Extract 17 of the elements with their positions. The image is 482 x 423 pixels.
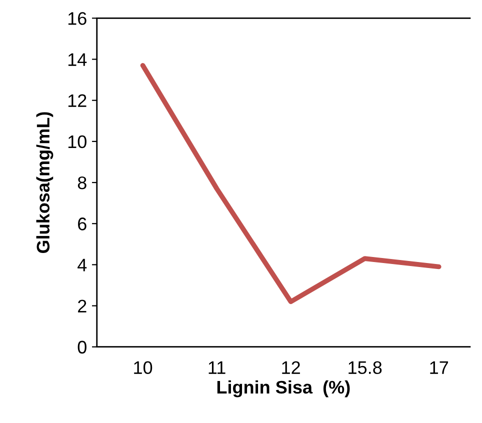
- y-tick-label: 2: [78, 300, 86, 312]
- y-axis-title: Glukosa(mg/mL): [36, 112, 54, 254]
- y-tick-label: 12: [68, 94, 86, 107]
- line-series: [140, 63, 442, 304]
- y-tick-label: 4: [78, 258, 87, 272]
- y-tick-label: 14: [68, 53, 87, 66]
- y-tick-label: 16: [68, 12, 86, 25]
- x-tick-label: 12: [282, 361, 300, 374]
- x-axis-title: Lignin Sisa (%): [217, 380, 350, 398]
- x-tick-label: 17: [430, 361, 448, 374]
- y-tick-label: 10: [68, 135, 86, 148]
- y-tick-label: 8: [78, 176, 86, 190]
- x-tick-label: 15.8: [348, 361, 382, 374]
- y-tick-label: 6: [78, 218, 86, 230]
- x-tick-label: 11: [208, 361, 226, 374]
- x-tick-label: 10: [134, 361, 152, 374]
- y-tick-label: 0: [78, 340, 86, 354]
